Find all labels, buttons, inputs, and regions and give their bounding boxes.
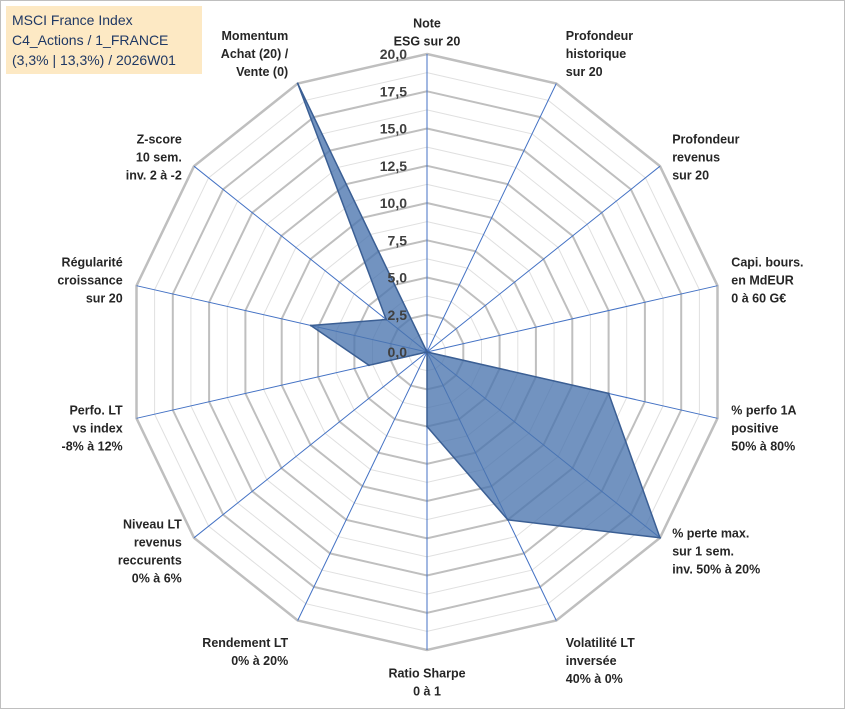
spoke-axis-1 <box>426 83 557 353</box>
r-tick-label: 17,5 <box>380 83 407 99</box>
axis-label-5: % perte max. sur 1 sem. inv. 50% à 20% <box>672 526 760 576</box>
data-point-12 <box>385 318 388 321</box>
axis-label-12: Z-score 10 sem. inv. 2 à -2 <box>126 133 182 183</box>
axis-label-13: Momentum Achat (20) / Vente (0) <box>221 29 289 79</box>
r-tick-label: 2,5 <box>388 307 408 323</box>
r-tick-label: 20,0 <box>380 46 407 62</box>
spoke-axis-3 <box>426 285 718 353</box>
spoke-axis-8 <box>297 351 428 621</box>
axis-label-2: Profondeur revenus sur 20 <box>672 133 739 183</box>
spoke-axis-9 <box>193 351 428 539</box>
data-point-4 <box>607 392 610 395</box>
data-point-7 <box>426 425 428 428</box>
axis-label-7: Ratio Sharpe 0 à 1 <box>388 667 465 699</box>
title-line-2: C4_Actions / 1_FRANCE <box>12 32 169 48</box>
axis-label-0: Note ESG sur 20 <box>394 17 461 49</box>
r-tick-label: 5,0 <box>388 270 408 286</box>
axis-label-1: Profondeur historique sur 20 <box>566 29 633 79</box>
axis-label-6: Volatilité LT inversée 40% à 0% <box>566 636 635 686</box>
r-tick-label: 15,0 <box>380 121 407 137</box>
axis-label-10: Perfo. LT vs index -8% à 12% <box>62 404 124 454</box>
axis-label-3: Capi. bours. en MdEUR 0 à 60 G€ <box>731 255 803 305</box>
data-point-5 <box>659 536 661 539</box>
data-point-10 <box>367 364 370 367</box>
axis-label-8: Rendement LT 0% à 20% <box>202 636 288 668</box>
r-tick-label: 12,5 <box>380 158 407 174</box>
axis-label-9: Niveau LT revenus reccurents 0% à 6% <box>118 517 182 585</box>
chart-title-box: MSCI France Index C4_Actions / 1_FRANCE … <box>6 6 202 74</box>
axis-label-11: Régularité croissance sur 20 <box>57 255 122 305</box>
r-tick-label: 10,0 <box>380 195 407 211</box>
r-tick-label: 0,0 <box>388 344 408 360</box>
r-tick-label: 7,5 <box>388 232 408 248</box>
data-point-13 <box>296 82 299 85</box>
data-point-11 <box>309 324 312 327</box>
title-line-3: (3,3% | 13,3%) / 2026W01 <box>12 52 176 68</box>
data-point-9 <box>426 351 428 353</box>
data-point-6 <box>506 518 509 521</box>
title-line-1: MSCI France Index <box>12 12 133 28</box>
spoke-axis-2 <box>426 165 661 353</box>
axis-label-4: % perfo 1A positive 50% à 80% <box>731 404 796 454</box>
